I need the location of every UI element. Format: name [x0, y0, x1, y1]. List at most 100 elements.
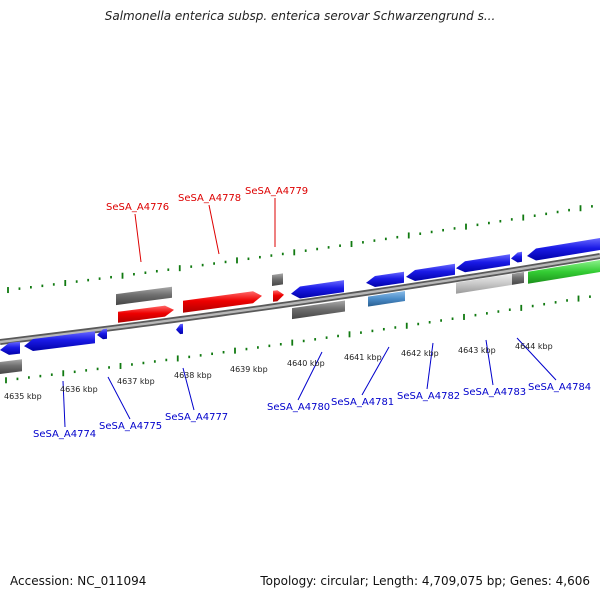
scale-minor-tick [52, 283, 55, 286]
scale-tick-label: 4641 kbp [344, 353, 382, 362]
gene-bar-gray [0, 359, 22, 374]
scale-minor-tick [428, 321, 431, 324]
gene-label: SeSA_A4777 [165, 412, 228, 423]
scale-minor-tick [30, 286, 32, 289]
scale-major-tick [236, 257, 238, 264]
gene-arrow-blue [0, 341, 20, 355]
scale-minor-tick [476, 223, 479, 227]
label-leader-lines [62, 198, 557, 428]
backbone-outer [0, 253, 600, 345]
gene-arrow-blue [527, 238, 600, 261]
scale-minor-tick [304, 249, 307, 252]
gene-label: SeSA_A4774 [33, 429, 96, 440]
scale-minor-tick [155, 269, 158, 273]
gene-label: SeSA_A4782 [397, 391, 460, 402]
scale-major-tick [5, 377, 7, 384]
scale-minor-tick [213, 262, 215, 265]
scale-major-tick [121, 272, 124, 279]
scale-major-tick [7, 287, 9, 294]
scale-minor-tick [382, 327, 385, 331]
scale-minor-tick [222, 350, 225, 354]
label-leader-line [485, 339, 494, 386]
scale-major-tick [293, 249, 296, 256]
scale-minor-tick [362, 241, 364, 244]
genome-backbone [0, 253, 600, 345]
gene-label: SeSA_A4779 [245, 186, 308, 197]
scale-minor-tick [85, 369, 88, 372]
scale-minor-tick [543, 302, 546, 306]
scale-minor-tick [268, 344, 271, 348]
scale-minor-tick [568, 208, 570, 212]
scale-minor-tick [554, 301, 557, 304]
scale-tick-label: 4643 kbp [458, 346, 496, 355]
scale-major-tick [234, 347, 236, 354]
scale-major-tick [291, 339, 294, 346]
gene-label: SeSA_A4783 [463, 387, 526, 398]
gene-label: SeSA_A4776 [106, 202, 169, 213]
gene-arrow-blue [456, 254, 510, 273]
scale-minor-tick [245, 347, 248, 351]
label-leader-line [134, 213, 142, 263]
scale-tick-label: 4644 kbp [515, 342, 553, 351]
scale-tick-label: 4639 kbp [230, 365, 268, 374]
scale-minor-tick [566, 299, 568, 302]
scale-minor-tick [199, 354, 202, 357]
scale-minor-tick [75, 280, 78, 283]
scale-minor-tick [474, 313, 477, 317]
scale-minor-tick [531, 304, 534, 308]
gene-arrow-blue [176, 323, 183, 335]
scale-minor-tick [73, 370, 76, 374]
label-leader-line [182, 367, 195, 411]
scale-minor-tick [430, 230, 433, 234]
scale-minor-tick [556, 210, 559, 214]
scale-minor-tick [190, 265, 193, 268]
topology-stats: Topology: circular; Length: 4,709,075 bp… [260, 574, 590, 588]
scale-minor-tick [16, 377, 19, 381]
scale-minor-tick [281, 252, 284, 256]
scale-tick-labels: 4635 kbp 4636 kbp 4637 kbp 4638 kbp 4639 kbp… [4, 342, 553, 401]
gene-arrow-blue [511, 251, 522, 263]
scale-minor-tick [211, 352, 213, 356]
scale-major-tick [463, 313, 465, 320]
label-leader-line [208, 204, 220, 255]
scale-minor-tick [144, 271, 147, 274]
scale-minor-tick [337, 334, 339, 338]
scale-minor-tick [201, 263, 204, 267]
scale-minor-tick [510, 218, 513, 221]
scale-major-tick [62, 370, 65, 377]
label-leader-line [107, 376, 131, 420]
scale-major-tick [522, 214, 525, 221]
scale-minor-tick [96, 367, 99, 371]
gene-labels: SeSA_A4776 SeSA_A4778 SeSA_A4779 SeSA_A4774… [33, 186, 591, 440]
scale-major-tick [520, 304, 523, 311]
scale-minor-tick [499, 219, 502, 223]
scale-minor-tick [488, 221, 490, 225]
scale-minor-tick [133, 272, 135, 276]
accession-label: Accession: NC_011094 [10, 574, 147, 588]
scale-major-tick [176, 355, 179, 362]
scale-minor-tick [451, 317, 454, 320]
gene-label: SeSA_A4781 [331, 397, 394, 408]
scale-major-tick [579, 205, 582, 212]
gene-bar-steel [368, 291, 405, 307]
scale-minor-tick [41, 284, 44, 288]
scale-minor-tick [508, 308, 511, 311]
map-title: Salmonella enterica subsp. enterica sero… [104, 9, 496, 23]
gene-arrow-blue [406, 263, 455, 281]
scale-minor-tick [384, 237, 387, 241]
scale-minor-tick [497, 310, 500, 313]
gene-features [0, 238, 600, 374]
gene-bar-lightgray [456, 273, 512, 294]
gene-arrow-blue [24, 331, 95, 351]
scale-major-tick [348, 331, 351, 338]
scale-minor-tick [270, 254, 273, 257]
label-leader-line [516, 337, 557, 381]
gene-bar-green [528, 260, 600, 284]
scale-minor-tick [394, 326, 397, 329]
gene-label: SeSA_A4780 [267, 402, 330, 413]
scale-major-tick [407, 232, 410, 239]
scale-minor-tick [39, 374, 42, 378]
scale-minor-tick [325, 336, 328, 339]
scale-major-tick [577, 295, 580, 302]
